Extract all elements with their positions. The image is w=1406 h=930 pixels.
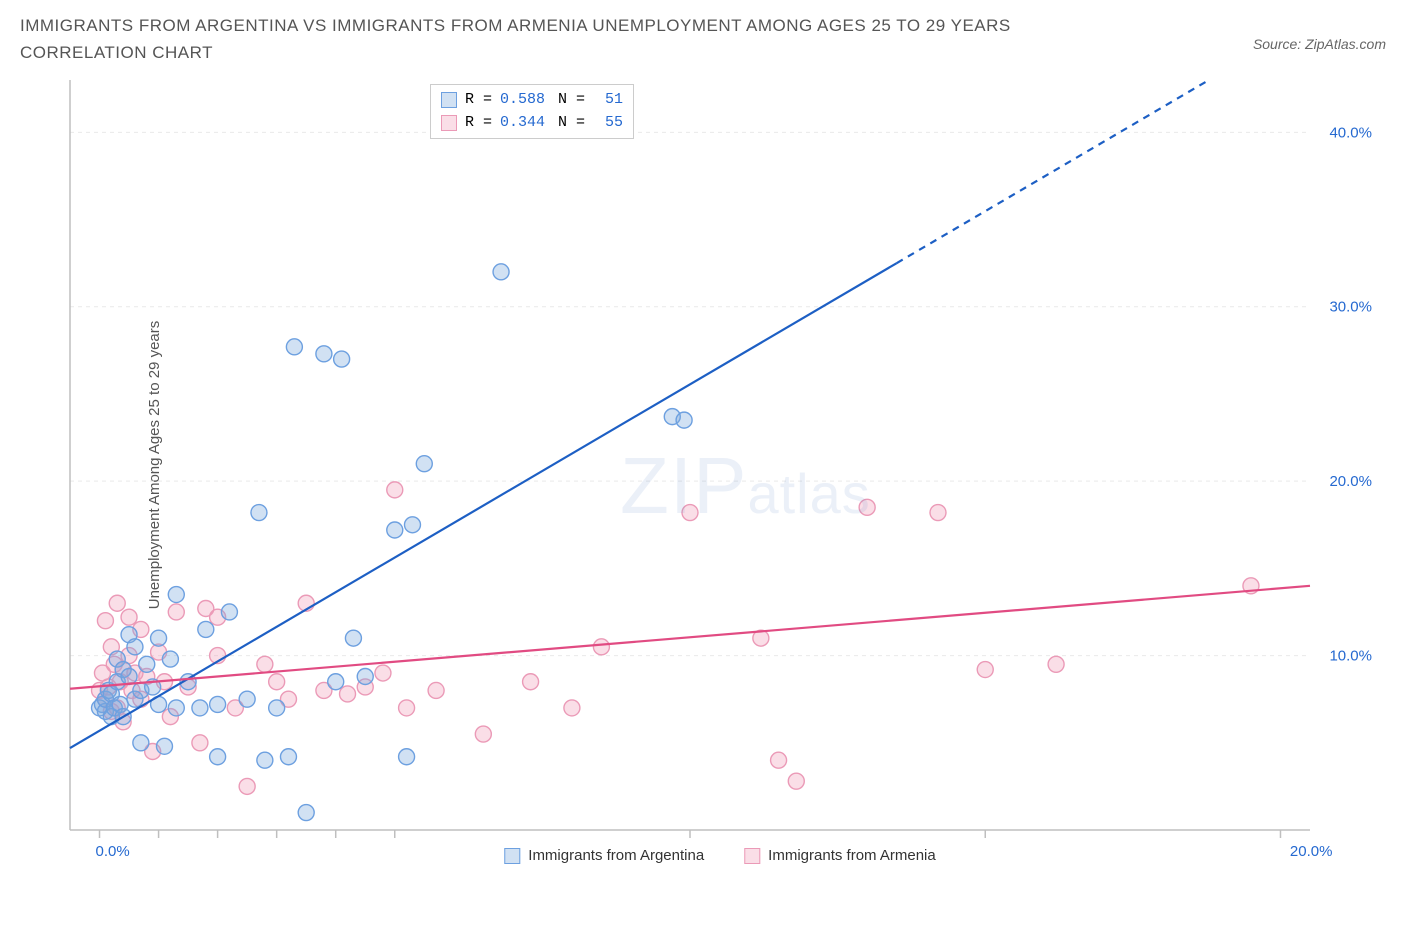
legend-item-argentina: Immigrants from Argentina xyxy=(504,847,704,864)
legend-label-argentina: Immigrants from Argentina xyxy=(528,847,704,864)
svg-text:10.0%: 10.0% xyxy=(1329,648,1372,665)
legend-item-armenia: Immigrants from Armenia xyxy=(744,847,936,864)
correlation-stats-box: R = 0.588 N = 51 R = 0.344 N = 55 xyxy=(430,84,634,139)
scatter-plot-svg: 10.0% 20.0% 30.0% 40.0% 0.0% 20.0% xyxy=(60,80,1380,870)
r-value-armenia: 0.344 xyxy=(500,112,550,135)
n-value-armenia: 55 xyxy=(593,112,623,135)
chart-title: IMMIGRANTS FROM ARGENTINA VS IMMIGRANTS … xyxy=(20,12,1120,66)
swatch-argentina xyxy=(441,92,457,108)
svg-text:0.0%: 0.0% xyxy=(96,843,130,860)
legend-label-armenia: Immigrants from Armenia xyxy=(768,847,936,864)
swatch-armenia xyxy=(441,115,457,131)
r-value-argentina: 0.588 xyxy=(500,89,550,112)
n-label: N = xyxy=(558,89,585,112)
svg-text:20.0%: 20.0% xyxy=(1290,843,1333,860)
svg-text:30.0%: 30.0% xyxy=(1329,299,1372,316)
stats-row-armenia: R = 0.344 N = 55 xyxy=(441,112,623,135)
n-label: N = xyxy=(558,112,585,135)
r-label: R = xyxy=(465,89,492,112)
legend: Immigrants from Argentina Immigrants fro… xyxy=(504,847,935,864)
svg-text:40.0%: 40.0% xyxy=(1329,124,1372,141)
title-bar: IMMIGRANTS FROM ARGENTINA VS IMMIGRANTS … xyxy=(0,0,1406,66)
legend-swatch-argentina xyxy=(504,848,520,864)
n-value-argentina: 51 xyxy=(593,89,623,112)
legend-swatch-armenia xyxy=(744,848,760,864)
source-label: Source: ZipAtlas.com xyxy=(1253,36,1386,52)
plot-area: 10.0% 20.0% 30.0% 40.0% 0.0% 20.0% R = 0.588 … xyxy=(60,80,1380,870)
svg-text:20.0%: 20.0% xyxy=(1329,473,1372,490)
stats-row-argentina: R = 0.588 N = 51 xyxy=(441,89,623,112)
r-label: R = xyxy=(465,112,492,135)
